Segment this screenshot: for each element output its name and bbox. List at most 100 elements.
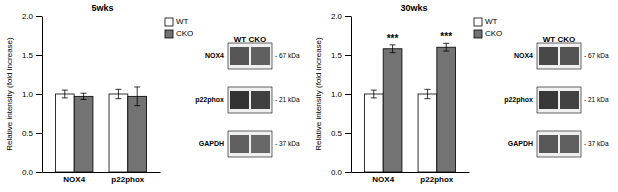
blot-band <box>560 91 579 109</box>
legend-swatch <box>165 30 173 38</box>
x-axis: NOX4 p22phox <box>352 172 470 184</box>
blot-kda: - 37 kDa <box>275 140 300 147</box>
blot-kda: - 21 kDa <box>584 96 609 103</box>
bar <box>55 94 74 172</box>
error-bar <box>390 45 396 53</box>
tick-mark <box>345 172 351 173</box>
tick-label: NOX4 <box>372 175 394 184</box>
blot-panel: WT CKONOX4- 67 kDap22phox- 21 kDaGAPDH- … <box>504 35 609 157</box>
tick-label: NOX4 <box>63 175 85 184</box>
blot-band <box>230 47 249 65</box>
x-tick: NOX4 <box>372 172 394 184</box>
legend-label: CKO <box>176 29 193 38</box>
y-tick: 1.0 <box>22 90 42 99</box>
axis-line <box>352 172 470 173</box>
legend-item: WT <box>165 17 189 26</box>
chart-title: 30wks <box>401 3 428 13</box>
blot-band <box>539 135 558 153</box>
y-axis-label: Relative intensity (fold increase) <box>314 37 323 151</box>
plot-area <box>55 87 146 172</box>
blot-band <box>251 47 270 65</box>
legend-label: CKO <box>485 29 502 38</box>
figure: 0.0 0.5 1.0 1.5 2.0 NOX4 p22phox Relative inten… <box>0 0 618 192</box>
bar-panel: 0.0 0.5 1.0 1.5 2.0 NOX4 p22phox <box>22 12 161 184</box>
bar <box>364 94 383 172</box>
blot-kda: - 67 kDa <box>584 52 609 59</box>
tick-mark <box>345 133 351 134</box>
y-tick: 0.0 <box>331 168 351 177</box>
x-tick: p22phox <box>420 172 453 184</box>
bar <box>74 96 93 172</box>
tick-label: 0.5 <box>22 129 34 138</box>
blot-label: p22phox <box>504 96 533 104</box>
error-bar <box>62 90 68 98</box>
tick-mark <box>345 16 351 17</box>
tick-mark <box>345 55 351 56</box>
tick-mark <box>36 55 42 56</box>
legend-item: CKO <box>165 29 193 38</box>
error-bar <box>371 90 377 98</box>
blot-label: GAPDH <box>199 140 224 147</box>
legend-label: WT <box>485 17 498 26</box>
tick-label: p22phox <box>111 175 144 184</box>
legend-label: WT <box>176 17 189 26</box>
legend-swatch <box>474 18 482 26</box>
blot-label: NOX4 <box>514 52 533 59</box>
blot-box <box>228 131 272 157</box>
bar <box>109 94 128 172</box>
axis-line <box>351 17 352 173</box>
blot-box <box>228 43 272 69</box>
blot-band <box>560 135 579 153</box>
tick-mark <box>36 16 42 17</box>
tick-label: p22phox <box>420 175 453 184</box>
blot-header: WT CKO <box>234 35 266 44</box>
tick-label: 1.0 <box>22 90 34 99</box>
blot-band <box>230 135 249 153</box>
y-axis: 0.0 0.5 1.0 1.5 2.0 <box>331 12 352 177</box>
x-tick: p22phox <box>111 172 144 184</box>
legend-item: WT <box>474 17 498 26</box>
y-tick: 2.0 <box>331 12 351 21</box>
blot-label: GAPDH <box>508 140 533 147</box>
legend: WT CKO <box>474 17 502 38</box>
blot-band <box>251 91 270 109</box>
tick-label: 1.5 <box>331 51 343 60</box>
y-tick: 1.5 <box>331 51 351 60</box>
blot-band <box>251 135 270 153</box>
chart-title: 5wks <box>92 3 114 13</box>
y-axis-label: Relative intensity (fold increase) <box>5 37 14 151</box>
legend-swatch <box>165 18 173 26</box>
blot-box <box>228 87 272 113</box>
blot-kda: - 21 kDa <box>275 96 300 103</box>
blot-band <box>560 47 579 65</box>
tick-mark <box>36 94 42 95</box>
x-axis: NOX4 p22phox <box>43 172 161 184</box>
tick-label: 1.0 <box>331 90 343 99</box>
tick-label: 2.0 <box>22 12 34 21</box>
significance-label: *** <box>387 33 399 44</box>
blot-band <box>539 47 558 65</box>
legend-item: CKO <box>474 29 502 38</box>
bar <box>383 49 402 172</box>
x-tick: NOX4 <box>63 172 85 184</box>
blot-panel: WT CKONOX4- 67 kDap22phox- 21 kDaGAPDH- … <box>195 35 300 157</box>
error-bar <box>443 43 449 51</box>
y-tick: 1.5 <box>22 51 42 60</box>
error-bar <box>134 87 140 106</box>
bar-panel: ******0.00.51.01.52.0NOX4p22phox <box>331 12 470 184</box>
error-bar <box>81 93 87 99</box>
tick-label: 0.0 <box>22 168 34 177</box>
blot-kda: - 37 kDa <box>584 140 609 147</box>
error-bar <box>115 89 121 98</box>
tick-mark <box>345 94 351 95</box>
blot-label: NOX4 <box>205 52 224 59</box>
y-tick: 1.0 <box>331 90 351 99</box>
y-tick: 0.0 <box>22 168 42 177</box>
axis-line <box>42 17 43 173</box>
y-tick: 0.5 <box>331 129 351 138</box>
bar <box>418 94 437 172</box>
tick-label: 0.0 <box>331 168 343 177</box>
blot-label: p22phox <box>195 96 224 104</box>
plot-area <box>364 43 455 172</box>
y-tick: 2.0 <box>22 12 42 21</box>
